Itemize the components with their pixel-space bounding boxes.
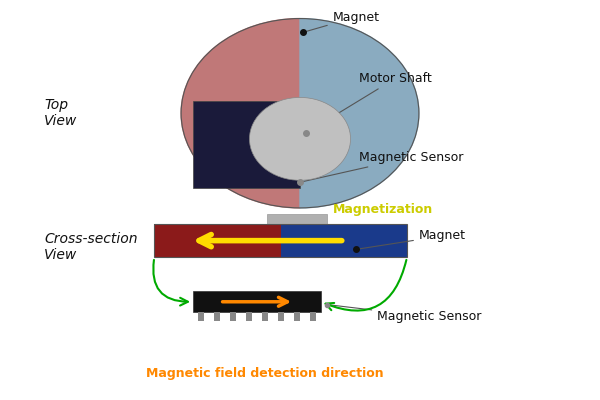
Polygon shape — [181, 18, 300, 208]
Text: Motor Shaft: Motor Shaft — [308, 72, 432, 132]
Bar — [230, 312, 236, 321]
Ellipse shape — [250, 98, 350, 180]
Bar — [198, 312, 204, 321]
Bar — [246, 312, 252, 321]
Bar — [293, 312, 300, 321]
Bar — [281, 224, 407, 257]
Text: Cross-section
View: Cross-section View — [44, 232, 138, 262]
Bar — [154, 224, 281, 257]
Bar — [268, 214, 327, 224]
Bar — [214, 312, 220, 321]
Polygon shape — [300, 18, 419, 208]
Text: Magnetic Sensor: Magnetic Sensor — [329, 305, 482, 323]
Bar — [154, 224, 407, 257]
Text: Magnetic Sensor: Magnetic Sensor — [303, 150, 464, 182]
Text: Top
View: Top View — [44, 98, 77, 128]
Bar — [193, 101, 300, 188]
Bar — [310, 312, 316, 321]
Bar — [278, 312, 284, 321]
Text: Magnet: Magnet — [305, 10, 380, 32]
Text: Magnetization: Magnetization — [332, 203, 433, 216]
Text: Magnet: Magnet — [359, 230, 466, 249]
Bar — [193, 291, 321, 312]
Text: Magnetic field detection direction: Magnetic field detection direction — [146, 367, 383, 380]
Bar — [262, 312, 268, 321]
